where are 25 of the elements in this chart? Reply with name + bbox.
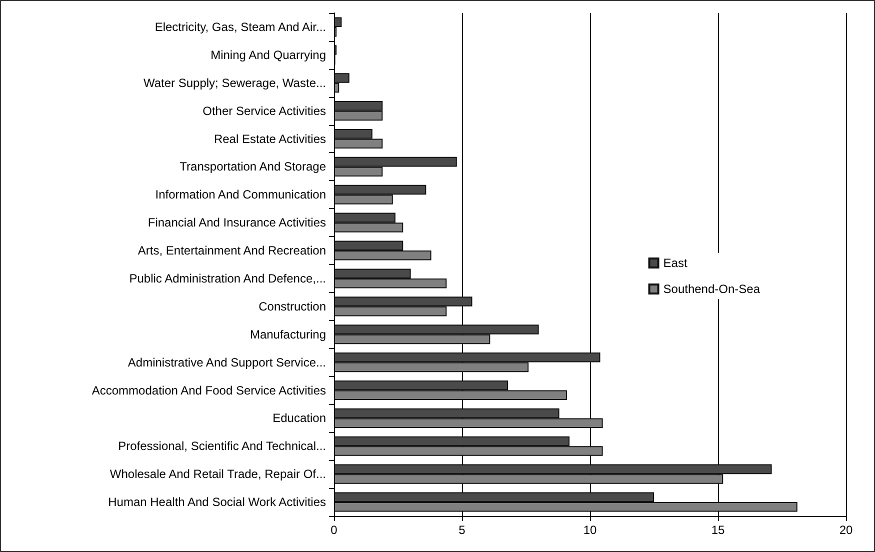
- y-tick-label: Arts, Entertainment And Recreation: [138, 244, 326, 258]
- x-tick-label: 15: [711, 523, 725, 537]
- y-tick-label: Financial And Insurance Activities: [148, 216, 326, 230]
- x-tick-label: 10: [583, 523, 597, 537]
- y-tick-label: Other Service Activities: [202, 104, 326, 118]
- y-tick-label: Manufacturing: [250, 327, 326, 342]
- y-tick-label: Wholesale And Retail Trade, Repair Of...: [110, 467, 326, 482]
- y-tick-label: Construction: [258, 299, 326, 314]
- x-tick-label: 20: [839, 523, 853, 537]
- legend-label: East: [663, 256, 688, 270]
- x-tick-label: 0: [330, 523, 338, 537]
- y-tick-label: Administrative And Support Service...: [128, 355, 326, 370]
- y-tick-label: Information And Communication: [155, 188, 326, 202]
- y-tick-label: Transportation And Storage: [180, 160, 326, 174]
- y-tick-label: Public Administration And Defence,...: [129, 271, 326, 286]
- y-tick-label: Human Health And Social Work Activities: [108, 495, 326, 510]
- y-tick-label: Professional, Scientific And Technical...: [118, 439, 326, 454]
- y-tick-label: Accommodation And Food Service Activities: [92, 383, 326, 398]
- x-tick-label: 5: [458, 523, 466, 537]
- y-tick-label: Real Estate Activities: [214, 132, 326, 146]
- legend-label: Southend-On-Sea: [663, 282, 760, 296]
- y-tick-label: Electricity, Gas, Steam And Air...: [154, 20, 326, 34]
- y-tick-label: Mining And Quarrying: [210, 48, 326, 62]
- y-tick-label: Education: [272, 411, 326, 426]
- y-tick-label: Water Supply; Sewerage, Waste...: [143, 76, 326, 90]
